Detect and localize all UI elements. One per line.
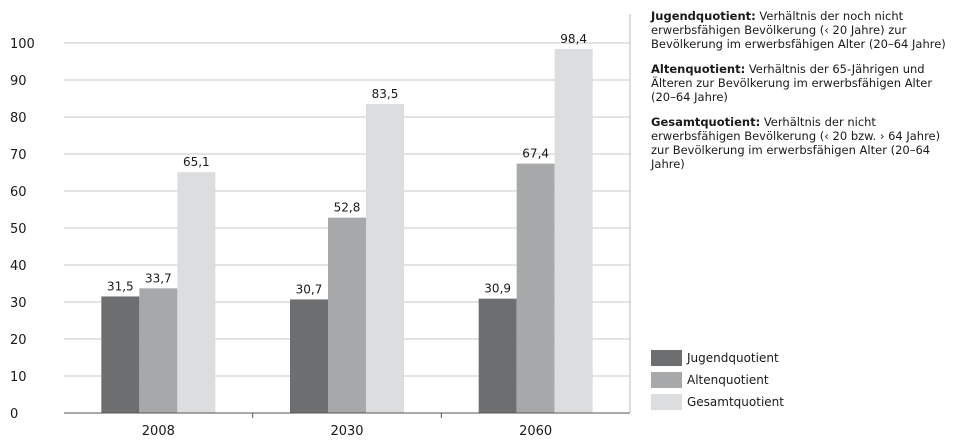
bar <box>366 104 404 414</box>
y-tick-label: 0 <box>10 407 18 422</box>
legend-swatch <box>651 350 682 366</box>
legend-item-altenquotient: Altenquotient <box>651 372 784 388</box>
x-tick-label: 2008 <box>142 424 175 439</box>
bar <box>554 48 593 414</box>
legend-label: Altenquotient <box>687 373 769 387</box>
legend-swatch <box>651 394 682 410</box>
y-tick-label: 10 <box>10 370 27 385</box>
legend-label: Jugendquotient <box>687 351 779 365</box>
y-tick-label: 20 <box>10 333 27 348</box>
y-tick-label: 30 <box>10 296 27 311</box>
legend-label: Gesamtquotient <box>687 395 784 409</box>
data-label: 30,7 <box>296 282 323 296</box>
note-gesamtquotient: Gesamtquotient: Verhältnis der nicht erw… <box>651 115 951 171</box>
data-label: 83,5 <box>372 87 399 101</box>
x-tick-label: 2030 <box>330 424 363 439</box>
note-term: Altenquotient: <box>651 62 746 76</box>
data-label: 52,8 <box>334 201 361 215</box>
note-jugendquotient: Jugendquotient: Verhältnis der noch nich… <box>651 9 951 51</box>
data-label: 31,5 <box>107 279 134 293</box>
y-tick-label: 80 <box>10 111 27 126</box>
y-tick-label: 50 <box>10 222 27 237</box>
definitions-panel: Jugendquotient: Verhältnis der noch nich… <box>651 9 951 182</box>
x-tick-label: 2060 <box>519 424 552 439</box>
bar <box>328 217 366 413</box>
bar <box>101 296 140 413</box>
bars <box>101 48 593 414</box>
note-text: Verhältnis der noch nicht erwerbsfähigen… <box>651 9 946 51</box>
labels: 010203040506070809010031,533,765,1200830… <box>10 32 587 439</box>
bar <box>139 288 178 413</box>
note-altenquotient: Altenquotient: Verhältnis der 65-Jährige… <box>651 62 951 104</box>
legend-item-jugendquotient: Jugendquotient <box>651 350 784 366</box>
y-tick-label: 40 <box>10 259 27 274</box>
legend-item-gesamtquotient: Gesamtquotient <box>651 394 784 410</box>
data-label: 98,4 <box>560 32 587 46</box>
bar <box>478 298 517 413</box>
y-tick-label: 70 <box>10 148 27 163</box>
note-term: Jugendquotient: <box>651 9 756 23</box>
note-term: Gesamtquotient: <box>651 115 761 129</box>
legend-swatch <box>651 372 682 388</box>
y-tick-label: 60 <box>10 185 27 200</box>
y-tick-label: 100 <box>10 37 35 52</box>
data-label: 33,7 <box>145 271 172 285</box>
data-label: 67,4 <box>522 147 549 161</box>
bar <box>516 163 555 413</box>
note-text: Verhältnis der 65-Jährigen und Älteren z… <box>651 62 933 104</box>
note-text: Verhältnis der nicht erwerbsfähigen Bevö… <box>651 115 941 171</box>
axes <box>64 14 631 418</box>
bar-chart: 010203040506070809010031,533,765,1200830… <box>10 14 631 439</box>
legend: Jugendquotient Altenquotient Gesamtquoti… <box>651 350 784 416</box>
data-label: 65,1 <box>183 155 210 169</box>
data-label: 30,9 <box>484 282 511 296</box>
bar <box>290 299 328 413</box>
bar <box>177 172 216 413</box>
y-tick-label: 90 <box>10 74 27 89</box>
